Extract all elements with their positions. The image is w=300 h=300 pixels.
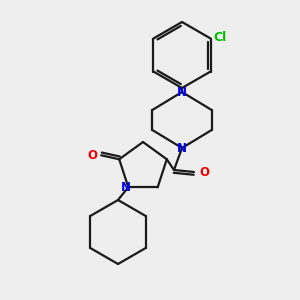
Text: N: N — [177, 85, 187, 98]
Text: N: N — [121, 181, 131, 194]
Text: N: N — [177, 142, 187, 154]
Text: Cl: Cl — [214, 31, 227, 44]
Text: O: O — [199, 166, 209, 178]
Text: O: O — [87, 149, 97, 162]
